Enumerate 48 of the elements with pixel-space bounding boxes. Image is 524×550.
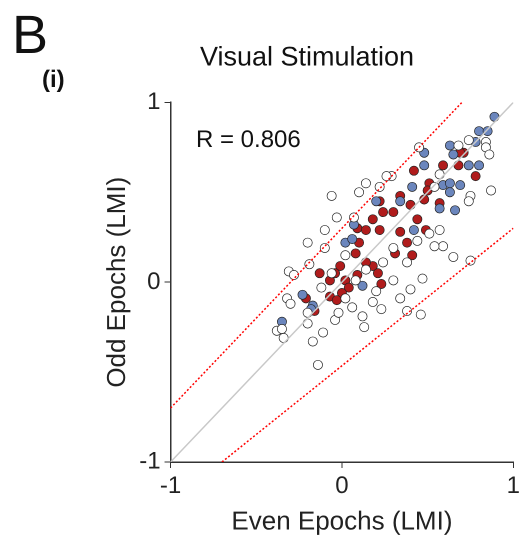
point [438, 160, 448, 170]
point [344, 282, 354, 293]
point [368, 214, 378, 224]
point [448, 150, 458, 160]
point [470, 171, 481, 182]
point [350, 248, 361, 258]
point [408, 225, 419, 236]
point [314, 268, 325, 278]
point [444, 187, 455, 198]
point [474, 160, 484, 170]
point [372, 268, 383, 278]
point [360, 225, 371, 236]
point [407, 182, 418, 192]
y-tick-label: 1 [147, 88, 161, 116]
point [395, 196, 406, 206]
point [347, 234, 358, 244]
point [374, 225, 385, 236]
point [464, 160, 474, 170]
point [335, 261, 346, 271]
point [376, 279, 386, 289]
annotation: R = 0.806 [196, 126, 301, 153]
x-axis-title: Even Epochs (LMI) [231, 506, 452, 536]
point [434, 204, 445, 214]
point [298, 290, 308, 300]
point [444, 178, 455, 188]
point [407, 250, 418, 260]
point [455, 180, 466, 190]
point [378, 207, 388, 218]
x-tick-label: 1 [506, 472, 520, 500]
y-axis-title: Odd Epochs (LMI) [100, 176, 131, 388]
y-tick-label: 0 [147, 268, 161, 295]
point [444, 140, 455, 150]
x-tick-label: 0 [335, 472, 349, 500]
point [371, 196, 382, 206]
point [358, 280, 368, 291]
point [332, 295, 342, 306]
text: B [12, 5, 48, 65]
y-tick-label: -1 [139, 448, 161, 475]
point [419, 160, 430, 170]
point [395, 226, 406, 237]
chart-title: Visual Stimulation [200, 42, 414, 72]
point [402, 238, 412, 248]
point [388, 207, 398, 218]
point [412, 214, 422, 224]
point [408, 166, 419, 176]
point [474, 126, 484, 136]
text: (i) [42, 66, 65, 93]
point [450, 205, 460, 216]
